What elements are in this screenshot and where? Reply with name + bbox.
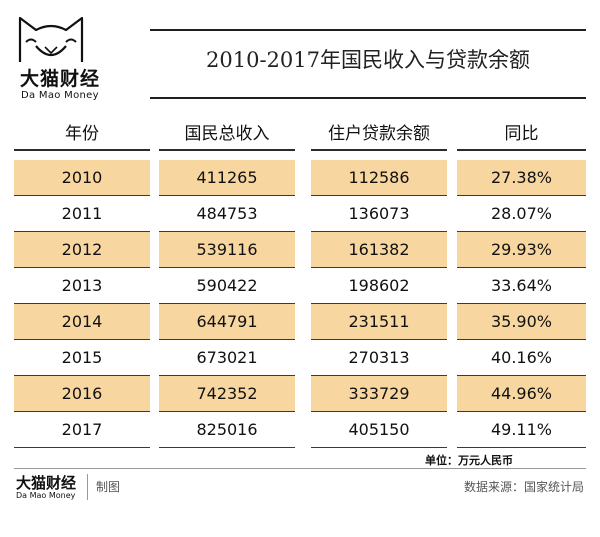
cell-household-loans: 405150 bbox=[311, 412, 447, 448]
title-top-rule bbox=[150, 29, 586, 31]
table-body: 2010 411265 112586 27.38% 2011 484753 136073 28… bbox=[14, 160, 586, 448]
cell-yoy: 35.90% bbox=[457, 304, 586, 340]
brand-name: 大猫财经 bbox=[20, 68, 101, 90]
table-row: 2011 484753 136073 28.07% bbox=[14, 196, 586, 232]
cell-year: 2013 bbox=[14, 268, 150, 304]
footer-divider bbox=[87, 474, 88, 500]
cell-household-loans: 333729 bbox=[311, 376, 447, 412]
cell-year: 2014 bbox=[14, 304, 150, 340]
footer-rule bbox=[14, 468, 586, 469]
cell-year: 2010 bbox=[14, 160, 150, 196]
footer-brand-name-en: Da Mao Money bbox=[16, 491, 76, 500]
cell-yoy: 33.64% bbox=[457, 268, 586, 304]
cell-year: 2017 bbox=[14, 412, 150, 448]
cell-gni: 484753 bbox=[159, 196, 295, 232]
cell-yoy: 29.93% bbox=[457, 232, 586, 268]
table-row: 2010 411265 112586 27.38% bbox=[14, 160, 586, 196]
page-title: 2010-2017年国民收入与贷款余额 bbox=[206, 48, 530, 72]
cell-gni: 539116 bbox=[159, 232, 295, 268]
brand-name-en: Da Mao Money bbox=[21, 90, 99, 101]
cell-household-loans: 270313 bbox=[311, 340, 447, 376]
cell-yoy: 27.38% bbox=[457, 160, 586, 196]
cat-logo-icon bbox=[18, 16, 84, 62]
data-source: 数据来源：国家统计局 bbox=[463, 480, 584, 494]
title-bottom-rule bbox=[150, 97, 586, 99]
table-row: 2015 673021 270313 40.16% bbox=[14, 340, 586, 376]
cell-household-loans: 161382 bbox=[311, 232, 447, 268]
table-row: 2017 825016 405150 49.11% bbox=[14, 412, 586, 448]
cell-gni: 825016 bbox=[159, 412, 295, 448]
header-household-loans: 住户贷款余额 bbox=[311, 113, 447, 151]
header-yoy: 同比 bbox=[457, 113, 586, 151]
cell-yoy: 28.07% bbox=[457, 196, 586, 232]
cell-gni: 411265 bbox=[159, 160, 295, 196]
cell-yoy: 40.16% bbox=[457, 340, 586, 376]
cell-yoy: 49.11% bbox=[457, 412, 586, 448]
cell-year: 2012 bbox=[14, 232, 150, 268]
cell-year: 2015 bbox=[14, 340, 150, 376]
footer-made-by: 制图 bbox=[96, 480, 121, 494]
cell-gni: 590422 bbox=[159, 268, 295, 304]
cell-household-loans: 136073 bbox=[311, 196, 447, 232]
unit-note: 单位：万元人民币 bbox=[425, 454, 513, 467]
cell-gni: 742352 bbox=[159, 376, 295, 412]
table-header-row: 年份 国民总收入 住户贷款余额 同比 bbox=[14, 113, 586, 151]
cell-year: 2011 bbox=[14, 196, 150, 232]
cell-household-loans: 112586 bbox=[311, 160, 447, 196]
cell-gni: 673021 bbox=[159, 340, 295, 376]
income-loan-table: 年份 国民总收入 住户贷款余额 同比 2010 411265 112586 27.38… bbox=[14, 113, 586, 448]
header-gni: 国民总收入 bbox=[159, 113, 295, 151]
table-row: 2012 539116 161382 29.93% bbox=[14, 232, 586, 268]
table-row: 2016 742352 333729 44.96% bbox=[14, 376, 586, 412]
cell-gni: 644791 bbox=[159, 304, 295, 340]
cell-year: 2016 bbox=[14, 376, 150, 412]
table-row: 2013 590422 198602 33.64% bbox=[14, 268, 586, 304]
table-row: 2014 644791 231511 35.90% bbox=[14, 304, 586, 340]
cell-household-loans: 231511 bbox=[311, 304, 447, 340]
header-year: 年份 bbox=[14, 113, 150, 151]
cell-household-loans: 198602 bbox=[311, 268, 447, 304]
footer-brand-name: 大猫财经 bbox=[16, 474, 77, 492]
cell-yoy: 44.96% bbox=[457, 376, 586, 412]
